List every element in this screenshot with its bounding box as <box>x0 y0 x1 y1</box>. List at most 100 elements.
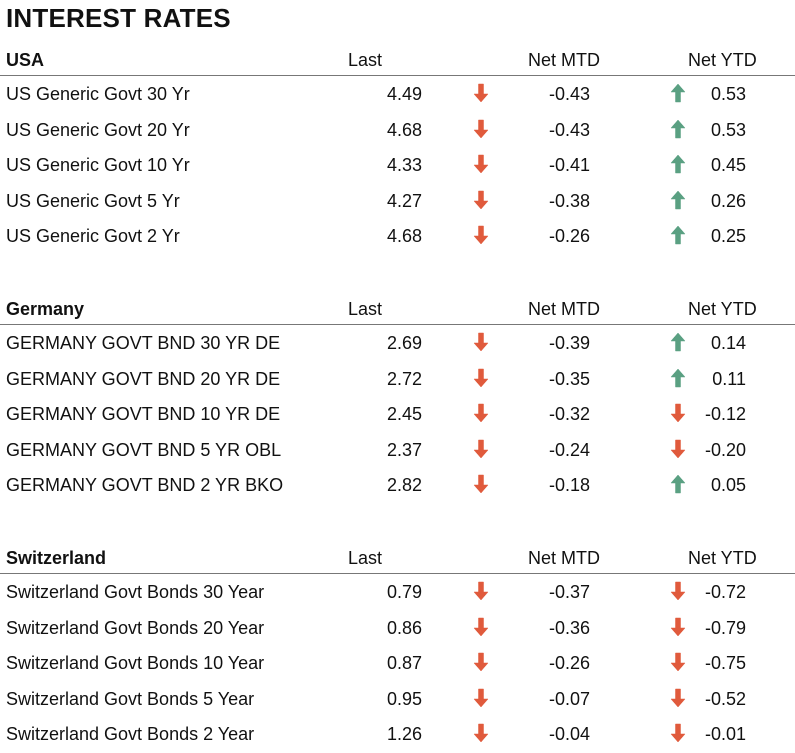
net-mtd-value: -0.36 <box>548 617 590 638</box>
section-name: Germany <box>6 299 85 319</box>
net-ytd-value: -0.79 <box>704 617 746 638</box>
column-header-last: Last <box>348 548 383 568</box>
arrow-down-icon <box>473 652 489 672</box>
arrow-down-icon <box>473 617 489 637</box>
section-germany: Germany Last Net MTD Net YTD GERMANY GOVT BN… <box>0 294 795 503</box>
net-mtd-value: -0.38 <box>548 190 590 211</box>
net-mtd-value: -0.35 <box>548 368 590 389</box>
net-ytd-value: -0.01 <box>704 724 746 745</box>
net-ytd-value: 0.26 <box>710 190 746 211</box>
table-row: US Generic Govt 2 Yr 4.68 -0.26 0.25 <box>0 218 795 254</box>
arrow-up-icon <box>670 119 686 139</box>
table-row: US Generic Govt 20 Yr 4.68 -0.43 0.53 <box>0 112 795 148</box>
arrow-down-icon <box>670 403 686 423</box>
table-row: Switzerland Govt Bonds 5 Year 0.95 -0.07 -0… <box>0 681 795 717</box>
instrument-name: US Generic Govt 2 Yr <box>6 226 180 247</box>
net-mtd-value: -0.32 <box>548 404 590 425</box>
net-ytd-value: -0.20 <box>704 439 746 460</box>
arrow-down-icon <box>670 617 686 637</box>
instrument-name: Switzerland Govt Bonds 30 Year <box>6 582 265 602</box>
net-mtd-value: -0.18 <box>548 475 590 496</box>
arrow-down-icon <box>473 723 489 743</box>
instrument-name: GERMANY GOVT BND 30 YR DE <box>6 333 281 353</box>
section-switzerland: Switzerland Last Net MTD Net YTD Switzerland… <box>0 543 795 752</box>
net-mtd-value: -0.41 <box>548 155 590 176</box>
section-header: USA Last Net MTD Net YTD <box>0 45 795 76</box>
column-header-net-ytd: Net YTD <box>688 548 757 568</box>
last-value: 0.79 <box>386 582 422 602</box>
arrow-down-icon <box>670 581 686 601</box>
arrow-down-icon <box>473 190 489 210</box>
instrument-name: Switzerland Govt Bonds 10 Year <box>6 653 265 674</box>
net-ytd-value: -0.72 <box>704 582 746 602</box>
table-row: Switzerland Govt Bonds 30 Year 0.79 -0.37 -… <box>0 574 795 610</box>
net-mtd-value: -0.37 <box>548 582 590 602</box>
section-usa: USA Last Net MTD Net YTD US Generic Govt 30 … <box>0 45 795 254</box>
instrument-name: Switzerland Govt Bonds 2 Year <box>6 724 255 745</box>
arrow-down-icon <box>670 688 686 708</box>
net-mtd-value: -0.43 <box>548 84 590 104</box>
last-value: 4.68 <box>386 119 422 140</box>
arrow-down-icon <box>473 474 489 494</box>
last-value: 1.26 <box>386 724 422 745</box>
net-ytd-value: 0.05 <box>710 475 746 496</box>
arrow-down-icon <box>473 332 489 352</box>
table-row: GERMANY GOVT BND 30 YR DE 2.69 -0.39 0.14 <box>0 325 795 361</box>
page-title: INTEREST RATES <box>6 3 231 33</box>
last-value: 2.82 <box>386 475 422 496</box>
last-value: 2.72 <box>386 368 422 389</box>
column-header-net-ytd: Net YTD <box>688 50 757 70</box>
instrument-name: US Generic Govt 20 Yr <box>6 119 190 140</box>
last-value: 2.37 <box>386 439 422 460</box>
last-value: 0.86 <box>386 617 422 638</box>
table-row: GERMANY GOVT BND 10 YR DE 2.45 -0.32 -0.12 <box>0 396 795 432</box>
section-name: USA <box>6 50 45 70</box>
net-ytd-value: 0.53 <box>710 84 746 104</box>
net-mtd-value: -0.43 <box>548 119 590 140</box>
net-ytd-value: -0.52 <box>704 688 746 709</box>
arrow-down-icon <box>473 403 489 423</box>
net-ytd-value: -0.12 <box>704 404 746 425</box>
table-row: US Generic Govt 30 Yr 4.49 -0.43 0.53 <box>0 76 795 112</box>
instrument-name: US Generic Govt 5 Yr <box>6 190 180 211</box>
column-header-net-ytd: Net YTD <box>688 299 757 319</box>
column-header-net-mtd: Net MTD <box>528 299 600 319</box>
instrument-name: GERMANY GOVT BND 10 YR DE <box>6 404 281 425</box>
net-ytd-value: 0.53 <box>710 119 746 140</box>
last-value: 2.45 <box>386 404 422 425</box>
column-header-last: Last <box>348 50 383 70</box>
net-mtd-value: -0.04 <box>548 724 590 745</box>
arrow-down-icon <box>473 83 489 103</box>
arrow-up-icon <box>670 368 686 388</box>
table-row: US Generic Govt 5 Yr 4.27 -0.38 0.26 <box>0 183 795 219</box>
net-mtd-value: -0.26 <box>548 226 590 247</box>
table-row: US Generic Govt 10 Yr 4.33 -0.41 0.45 <box>0 147 795 183</box>
net-mtd-value: -0.24 <box>548 439 590 460</box>
last-value: 4.27 <box>386 190 422 211</box>
table-row: GERMANY GOVT BND 2 YR BKO 2.82 -0.18 0.05 <box>0 467 795 503</box>
last-value: 2.69 <box>386 333 422 353</box>
last-value: 4.33 <box>386 155 422 176</box>
instrument-name: US Generic Govt 10 Yr <box>6 155 190 176</box>
arrow-down-icon <box>473 581 489 601</box>
arrow-up-icon <box>670 332 686 352</box>
last-value: 0.87 <box>386 653 422 674</box>
net-mtd-value: -0.07 <box>548 688 590 709</box>
last-value: 4.68 <box>386 226 422 247</box>
instrument-name: Switzerland Govt Bonds 20 Year <box>6 617 265 638</box>
arrow-down-icon <box>670 439 686 459</box>
arrow-up-icon <box>670 225 686 245</box>
arrow-down-icon <box>473 439 489 459</box>
instrument-name: US Generic Govt 30 Yr <box>6 84 190 104</box>
table-row: GERMANY GOVT BND 20 YR DE 2.72 -0.35 0.11 <box>0 361 795 397</box>
arrow-down-icon <box>473 119 489 139</box>
table-row: GERMANY GOVT BND 5 YR OBL 2.37 -0.24 -0.20 <box>0 432 795 468</box>
column-header-last: Last <box>348 299 383 319</box>
arrow-up-icon <box>670 190 686 210</box>
arrow-down-icon <box>670 723 686 743</box>
net-ytd-value: -0.75 <box>704 653 746 674</box>
arrow-down-icon <box>670 652 686 672</box>
net-mtd-value: -0.39 <box>548 333 590 353</box>
arrow-down-icon <box>473 368 489 388</box>
instrument-name: GERMANY GOVT BND 5 YR OBL <box>6 439 282 460</box>
